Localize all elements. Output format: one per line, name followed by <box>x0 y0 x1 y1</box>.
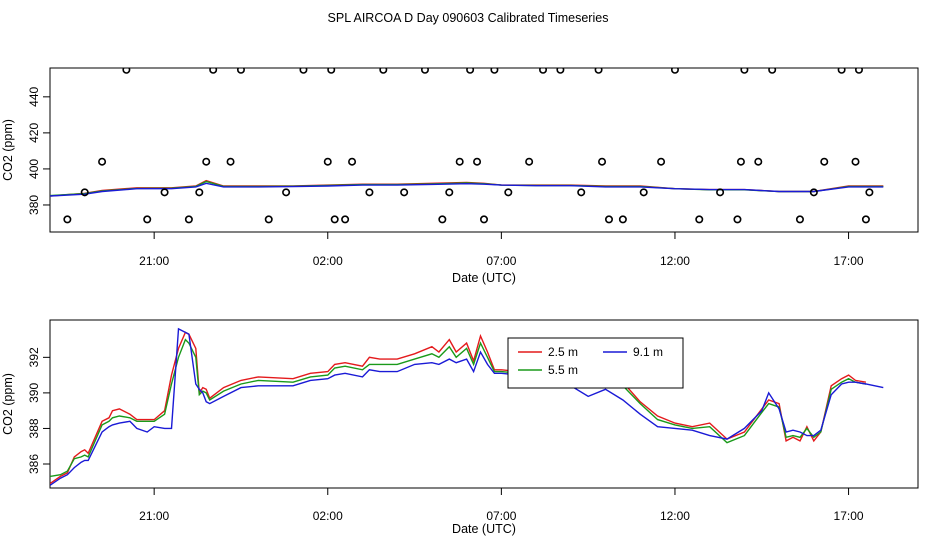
x-tick-label: 02:00 <box>313 254 343 268</box>
data-point <box>754 157 763 166</box>
plot-frame <box>49 319 919 489</box>
data-point <box>639 188 648 197</box>
data-point <box>466 68 475 74</box>
legend-label: 2.5 m <box>548 345 578 359</box>
data-point <box>473 157 482 166</box>
data-point <box>851 157 860 166</box>
data-point <box>160 188 169 197</box>
data-point <box>539 68 548 74</box>
data-point <box>63 215 72 224</box>
data-point <box>98 157 107 166</box>
y-axis-label: CO2 (ppm) <box>1 119 15 181</box>
data-point <box>195 188 204 197</box>
data-point <box>365 188 374 197</box>
x-tick-label: 12:00 <box>660 509 690 523</box>
data-point <box>809 188 818 197</box>
data-point <box>556 68 565 74</box>
plot-area <box>50 327 884 486</box>
data-point <box>445 188 454 197</box>
y-tick-label: 388 <box>27 418 41 438</box>
y-tick-label: 400 <box>27 159 41 179</box>
data-point <box>736 157 745 166</box>
data-point <box>80 188 89 197</box>
y-tick-label: 390 <box>27 383 41 403</box>
data-point <box>184 215 193 224</box>
data-point <box>479 215 488 224</box>
data-point <box>236 68 245 74</box>
x-tick-label: 21:00 <box>139 254 169 268</box>
data-point <box>598 157 607 166</box>
series-line-5-5-m <box>50 338 867 478</box>
data-point <box>820 157 829 166</box>
x-tick-label: 17:00 <box>834 509 864 523</box>
legend: 2.5 m 9.1 m 5.5 m <box>507 337 684 389</box>
series-line-9-1-m <box>50 327 884 486</box>
data-point <box>348 157 357 166</box>
y-tick-label: 386 <box>27 454 41 474</box>
data-point <box>330 215 339 224</box>
data-point <box>400 188 409 197</box>
x-tick-label: 07:00 <box>486 254 516 268</box>
y-tick-label: 440 <box>27 87 41 107</box>
legend-label: 5.5 m <box>548 363 578 377</box>
data-point <box>733 215 742 224</box>
x-tick-label: 12:00 <box>660 254 690 268</box>
data-point <box>854 68 863 74</box>
data-point <box>525 157 534 166</box>
data-point <box>604 215 613 224</box>
data-point <box>740 68 749 74</box>
x-tick-label: 17:00 <box>834 254 864 268</box>
data-point <box>420 68 429 74</box>
data-point <box>837 68 846 74</box>
data-point <box>202 157 211 166</box>
data-point <box>282 188 291 197</box>
data-point <box>861 215 870 224</box>
data-point <box>504 188 513 197</box>
x-tick-label: 21:00 <box>139 509 169 523</box>
series-line-2-5-m <box>50 331 867 485</box>
data-point <box>341 215 350 224</box>
data-point <box>670 68 679 74</box>
data-point <box>327 68 336 74</box>
data-point <box>577 188 586 197</box>
y-axis-label: CO2 (ppm) <box>1 373 15 435</box>
data-point <box>594 68 603 74</box>
data-point <box>209 68 218 74</box>
y-tick-label: 392 <box>27 347 41 367</box>
data-point <box>768 68 777 74</box>
data-point <box>490 68 499 74</box>
data-point <box>299 68 308 74</box>
panel-top: 21:00 02:00 07:00 12:00 17:00 380 400 420 440 Dat… <box>1 67 919 285</box>
data-point <box>226 157 235 166</box>
data-point <box>143 215 152 224</box>
x-tick-label: 07:00 <box>486 509 516 523</box>
x-axis-label: Date (UTC) <box>452 522 516 536</box>
data-point <box>122 68 131 74</box>
data-point <box>618 215 627 224</box>
data-point <box>695 215 704 224</box>
data-point <box>323 157 332 166</box>
data-point <box>716 188 725 197</box>
plot-frame <box>49 67 919 233</box>
series-line-9-1-m <box>50 182 884 197</box>
data-point <box>264 215 273 224</box>
data-point <box>865 188 874 197</box>
panel-bottom: 21:00 02:00 07:00 12:00 17:00 386 388 390 392 Dat… <box>1 319 919 536</box>
chart-title: SPL AIRCOA D Day 090603 Calibrated Times… <box>328 11 609 25</box>
legend-box <box>507 337 684 389</box>
y-tick-label: 420 <box>27 123 41 143</box>
data-point <box>657 157 666 166</box>
data-point <box>438 215 447 224</box>
x-axis-label: Date (UTC) <box>452 271 516 285</box>
plot-area <box>50 68 884 224</box>
legend-label: 9.1 m <box>633 345 663 359</box>
y-tick-label: 380 <box>27 195 41 215</box>
data-point <box>379 68 388 74</box>
data-point <box>795 215 804 224</box>
x-tick-label: 02:00 <box>313 509 343 523</box>
data-point <box>455 157 464 166</box>
